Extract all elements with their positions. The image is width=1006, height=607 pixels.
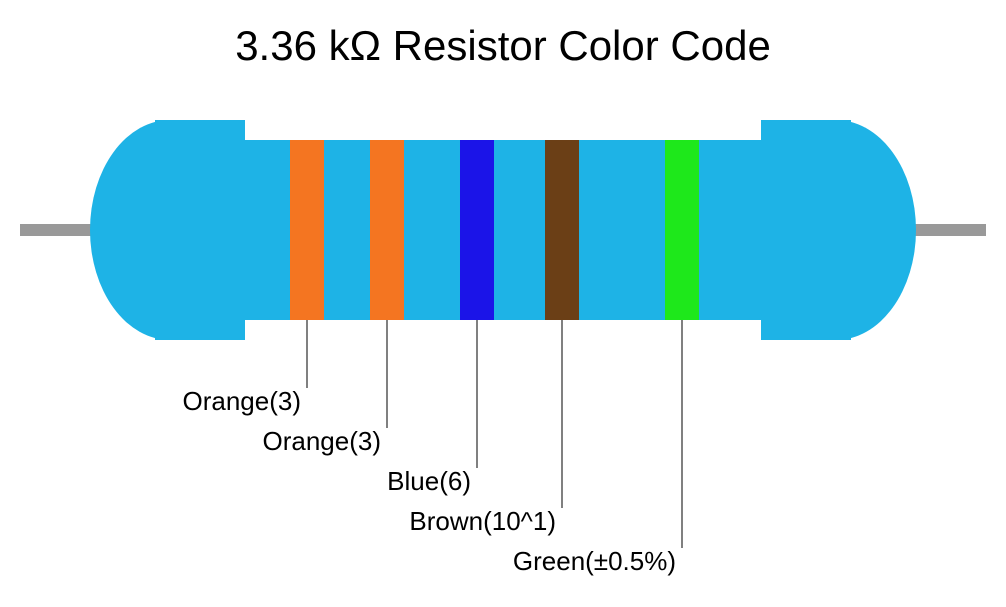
callout-label-digit1: Orange(3) — [183, 386, 302, 416]
title: 3.36 kΩ Resistor Color Code — [235, 22, 771, 69]
resistor-body — [90, 120, 916, 340]
band-multiplier — [545, 140, 579, 320]
band-digit3 — [460, 140, 494, 320]
band-digit1 — [290, 140, 324, 320]
callout-label-digit2: Orange(3) — [263, 426, 382, 456]
band-digit2 — [370, 140, 404, 320]
callout-label-tolerance: Green(±0.5%) — [513, 546, 676, 576]
callout-label-multiplier: Brown(10^1) — [409, 506, 556, 536]
callout-label-digit3: Blue(6) — [387, 466, 471, 496]
band-tolerance — [665, 140, 699, 320]
